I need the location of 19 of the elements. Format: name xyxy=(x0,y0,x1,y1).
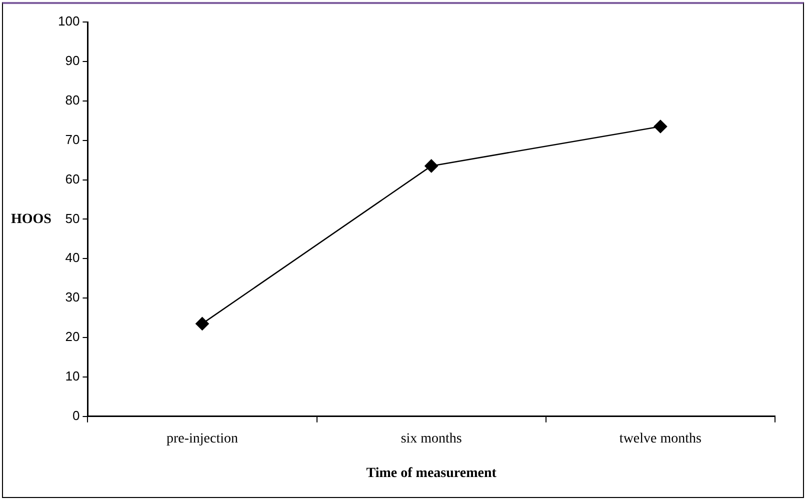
x-axis-title: Time of measurement xyxy=(366,466,497,482)
y-tick-label: 50 xyxy=(65,210,80,226)
y-tick-label: 40 xyxy=(65,250,80,266)
y-tick-label: 100 xyxy=(58,14,80,29)
y-tick-label: 10 xyxy=(65,368,80,384)
y-tick-label: 20 xyxy=(65,329,80,344)
x-tick-label: twelve months xyxy=(619,431,702,446)
point xyxy=(196,317,209,330)
y-tick-label: 70 xyxy=(65,132,80,147)
y-axis-title: HOOS xyxy=(11,212,52,227)
y-tick-label: 30 xyxy=(65,290,80,305)
x-tick-label: six months xyxy=(400,431,462,446)
y-tick-label: 0 xyxy=(72,408,80,423)
y-tick-label: 90 xyxy=(65,53,80,68)
x-tick-label: pre-injection xyxy=(166,431,238,446)
point xyxy=(424,159,438,173)
y-tick-label: 60 xyxy=(65,171,80,186)
y-tick-label: 80 xyxy=(65,92,80,108)
point xyxy=(654,120,668,134)
